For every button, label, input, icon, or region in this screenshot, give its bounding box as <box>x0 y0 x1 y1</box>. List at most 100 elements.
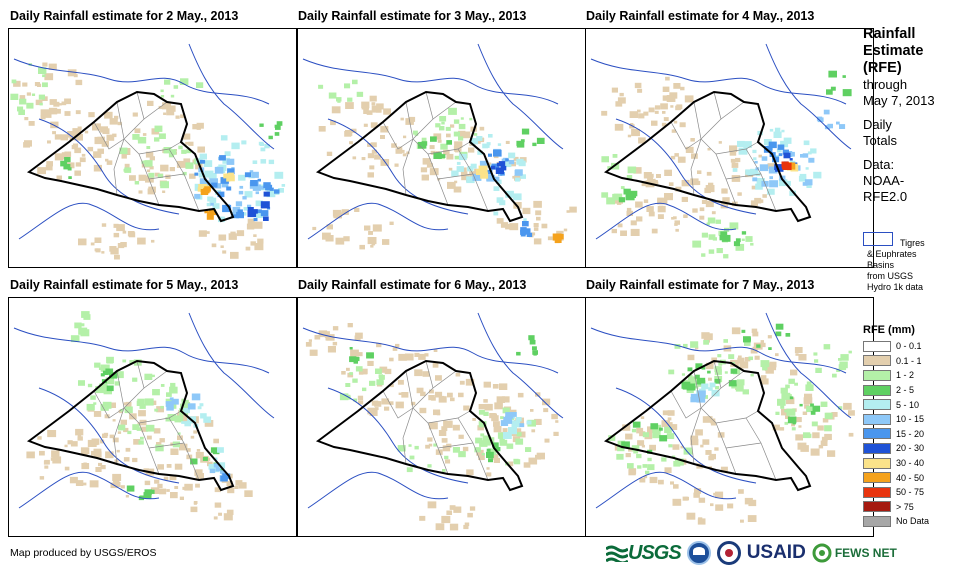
rainfall-cell <box>214 487 221 493</box>
usgs-logo: USGS <box>606 542 682 565</box>
rainfall-cell <box>120 485 125 489</box>
rainfall-cell <box>158 105 163 110</box>
rainfall-cell <box>253 234 257 237</box>
rainfall-cell <box>144 398 154 406</box>
rainfall-cell <box>639 431 646 437</box>
rainfall-cell <box>791 427 796 431</box>
rainfall-cell <box>163 476 169 481</box>
legend-label: 30 - 40 <box>896 458 925 469</box>
rainfall-cell <box>683 343 688 348</box>
rainfall-cell <box>461 171 468 177</box>
rainfall-cell <box>38 67 47 74</box>
rainfall-map-may5 <box>8 297 297 537</box>
basin-outline <box>765 312 852 419</box>
rainfall-cell <box>679 122 686 128</box>
rainfall-cell <box>114 115 119 120</box>
province-border <box>412 118 434 140</box>
basin-key-line: Tigres <box>900 238 925 248</box>
rainfall-cell <box>677 156 686 163</box>
rainfall-cell <box>168 153 175 158</box>
rainfall-cell <box>788 378 795 384</box>
rainfall-cell <box>394 163 399 167</box>
rainfall-cell <box>420 391 426 397</box>
rainfall-cell <box>42 62 48 67</box>
rainfall-cell <box>40 109 50 117</box>
rainfall-cell <box>650 423 659 430</box>
rainfall-cell <box>227 168 235 175</box>
province-border <box>670 121 702 150</box>
rainfall-cell <box>492 384 499 389</box>
rainfall-cell <box>429 389 434 394</box>
rainfall-cell <box>710 503 714 507</box>
rainfall-cell <box>705 200 714 208</box>
rainfall-cell <box>426 162 433 168</box>
rainfall-cell <box>630 220 637 226</box>
rainfall-cell <box>349 347 353 350</box>
rainfall-cell <box>806 381 812 386</box>
rainfall-cell <box>617 97 626 104</box>
rainfall-cell <box>208 464 216 470</box>
rainfall-cell <box>639 477 646 483</box>
rainfall-cell <box>750 168 759 176</box>
rainfall-cell <box>162 190 166 193</box>
rainfall-cell <box>824 125 831 130</box>
rainfall-cell <box>75 428 84 436</box>
country-border <box>315 90 524 223</box>
rainfall-cell <box>314 335 321 340</box>
rainfall-cell <box>39 476 45 480</box>
rainfall-cell <box>737 192 742 196</box>
rainfall-cell <box>448 167 453 171</box>
rainfall-cell <box>496 396 505 403</box>
rainfall-cell <box>323 331 330 337</box>
rainfall-cell <box>721 188 726 192</box>
rainfall-cell <box>218 216 225 223</box>
rainfall-cell <box>263 216 269 221</box>
rainfall-cell <box>478 421 487 428</box>
legend-label: No Data <box>896 516 930 527</box>
rainfall-cell <box>507 461 514 467</box>
rainfall-cell <box>449 505 456 510</box>
rainfall-cell <box>64 157 71 163</box>
basin-outline <box>590 327 847 374</box>
rainfall-cell <box>268 135 273 140</box>
rainfall-cell <box>227 487 235 494</box>
rainfall-cell <box>361 157 366 161</box>
rainfall-cell <box>363 123 368 127</box>
rainfall-cell <box>717 432 725 438</box>
rainfall-cell <box>40 115 46 120</box>
rainfall-cell <box>469 506 476 511</box>
rainfall-cell <box>830 86 836 91</box>
rainfall-cell <box>495 167 504 174</box>
rainfall-cell <box>64 444 68 448</box>
basin-outline <box>615 387 757 484</box>
rainfall-cell <box>508 427 517 435</box>
rainfall-cell <box>114 381 120 386</box>
basin-outline <box>477 43 564 150</box>
rainfall-cell <box>458 451 466 458</box>
rainfall-cell <box>156 442 162 447</box>
rainfall-cell <box>170 442 175 446</box>
rainfall-cell <box>446 140 452 145</box>
rainfall-cell <box>222 250 227 254</box>
rainfall-cell <box>750 242 754 246</box>
rainfall-cell <box>61 101 67 106</box>
rainfall-cell <box>430 136 437 142</box>
rainfall-cell <box>100 465 106 470</box>
rainfall-cell <box>469 117 473 121</box>
rainfall-cell <box>257 209 262 214</box>
rainfall-cell <box>601 110 608 116</box>
rainfall-cell <box>93 441 99 446</box>
panel-title-may6: Daily Rainfall estimate for 6 May., 2013 <box>298 278 527 292</box>
rainfall-cell <box>774 127 781 132</box>
rainfall-cell <box>666 433 675 439</box>
rainfall-cell <box>813 171 822 179</box>
rainfall-cell <box>483 411 489 416</box>
rainfall-cell <box>614 123 624 131</box>
rainfall-cell <box>186 149 192 154</box>
rainfall-cell <box>453 186 462 193</box>
rainfall-cell <box>376 342 382 348</box>
rainfall-cell <box>52 456 62 464</box>
rainfall-cell <box>425 444 430 449</box>
rainfall-cell <box>752 331 759 337</box>
rainfall-cell <box>522 221 529 227</box>
